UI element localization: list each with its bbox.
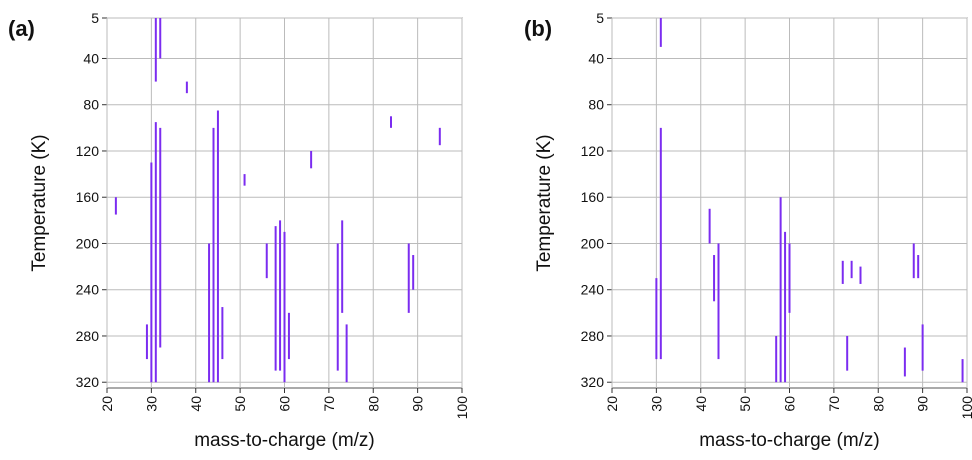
y-tick-label: 320 [76, 374, 100, 390]
y-tick-label: 320 [581, 374, 605, 390]
x-tick-label: 40 [188, 396, 204, 412]
y-tick-label: 80 [588, 97, 604, 113]
x-tick-label: 80 [870, 396, 886, 412]
x-tick-label: 60 [782, 396, 798, 412]
y-tick-label: 240 [581, 282, 605, 298]
x-tick-label: 40 [693, 396, 709, 412]
y-tick-label: 120 [581, 143, 605, 159]
x-tick-label: 20 [604, 396, 620, 412]
panel-label: (a) [8, 16, 35, 41]
x-tick-label: 70 [321, 396, 337, 412]
y-tick-label: 40 [588, 50, 604, 66]
x-tick-label: 30 [143, 396, 159, 412]
x-tick-label: 100 [454, 396, 470, 420]
panel-label: (b) [524, 16, 552, 41]
y-tick-label: 280 [76, 328, 100, 344]
x-tick-label: 50 [737, 396, 753, 412]
y-tick-label: 160 [76, 189, 100, 205]
y-tick-label: 160 [581, 189, 605, 205]
y-tick-label: 240 [76, 282, 100, 298]
x-axis-label: mass-to-charge (m/z) [699, 430, 880, 451]
x-tick-label: 70 [826, 396, 842, 412]
x-tick-label: 100 [959, 396, 972, 420]
y-tick-label: 40 [83, 50, 99, 66]
x-tick-label: 90 [915, 396, 931, 412]
x-tick-label: 60 [277, 396, 293, 412]
x-tick-label: 90 [410, 396, 426, 412]
y-tick-label: 80 [83, 97, 99, 113]
y-axis-label: Temperature (K) [29, 134, 50, 271]
y-tick-label: 5 [91, 10, 99, 26]
x-axis-label: mass-to-charge (m/z) [194, 430, 375, 451]
y-tick-label: 280 [581, 328, 605, 344]
y-tick-label: 5 [596, 10, 604, 26]
x-tick-label: 20 [99, 396, 115, 412]
y-axis-label: Temperature (K) [534, 134, 555, 271]
y-tick-label: 200 [581, 235, 605, 251]
y-tick-label: 200 [76, 235, 100, 251]
x-tick-label: 50 [232, 396, 248, 412]
x-tick-label: 30 [648, 396, 664, 412]
y-tick-label: 120 [76, 143, 100, 159]
x-tick-label: 80 [365, 396, 381, 412]
